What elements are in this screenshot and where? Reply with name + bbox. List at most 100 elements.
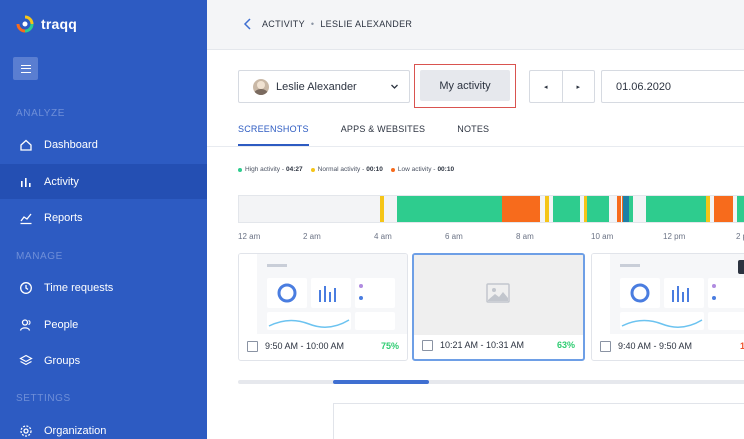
gear-icon bbox=[19, 424, 33, 438]
screenshot-activity-percent: 75% bbox=[380, 341, 399, 351]
screenshot-footer: 10:21 AM - 10:31 AM 63% bbox=[414, 331, 583, 359]
sidebar: traqq ANALYZE Dashboard Activity Reports… bbox=[0, 0, 207, 439]
sidebar-item-label: Dashboard bbox=[44, 138, 98, 151]
timeline-segment[interactable] bbox=[587, 196, 609, 222]
back-arrow-icon[interactable] bbox=[243, 18, 253, 30]
sidebar-item-label: Groups bbox=[44, 354, 81, 367]
menu-toggle-button[interactable] bbox=[13, 57, 38, 80]
reports-icon bbox=[19, 211, 33, 225]
timeline-tick: 8 am bbox=[516, 232, 534, 241]
breadcrumb-separator: • bbox=[310, 19, 315, 29]
screenshot-thumbnail[interactable] bbox=[414, 255, 583, 335]
screenshot-thumbnail[interactable] bbox=[239, 254, 407, 334]
screenshot-preview-panel bbox=[333, 403, 744, 439]
timeline-segment[interactable] bbox=[706, 196, 710, 222]
section-label-settings: SETTINGS bbox=[16, 393, 71, 404]
screenshot-footer: 9:40 AM - 9:50 AM 10 bbox=[592, 332, 744, 360]
legend-dot bbox=[238, 167, 242, 172]
screenshot-card[interactable]: 9:40 AM - 9:50 AM 10 bbox=[591, 253, 744, 361]
sidebar-item-organization[interactable]: Organization bbox=[0, 413, 207, 439]
timeline-segment[interactable] bbox=[584, 196, 588, 222]
timeline-tick: 2 pm bbox=[736, 232, 744, 241]
timeline-segment[interactable] bbox=[714, 196, 733, 222]
sidebar-item-label: People bbox=[44, 318, 79, 331]
activity-timeline[interactable] bbox=[238, 195, 744, 223]
timeline-segment[interactable] bbox=[553, 196, 580, 222]
screenshot-checkbox[interactable] bbox=[600, 340, 611, 352]
legend-value: 04:27 bbox=[286, 166, 303, 173]
top-bar: ACTIVITY • LESLIE ALEXANDER bbox=[207, 0, 744, 50]
tabs-divider bbox=[207, 146, 744, 147]
timeline-tick: 2 am bbox=[303, 232, 321, 241]
timeline-segment[interactable] bbox=[545, 196, 549, 222]
legend-dot bbox=[390, 167, 395, 172]
timeline-segment[interactable] bbox=[617, 196, 621, 222]
sidebar-item-label: Time requests bbox=[44, 281, 114, 294]
sidebar-item-dashboard[interactable]: Dashboard bbox=[0, 127, 207, 162]
timeline-segment[interactable] bbox=[397, 196, 502, 222]
dashboard-preview-image bbox=[239, 254, 407, 334]
sidebar-item-reports[interactable]: Reports bbox=[0, 200, 207, 235]
sidebar-item-groups[interactable]: Groups bbox=[0, 343, 207, 378]
tab-apps-websites[interactable]: APPS & WEBSITES bbox=[340, 124, 426, 134]
date-pager: ◂ ▸ bbox=[529, 70, 595, 103]
timeline-tick: 12 am bbox=[238, 232, 261, 241]
traqq-logo-icon bbox=[16, 15, 34, 33]
timeline-segment[interactable] bbox=[380, 196, 384, 222]
screenshot-checkbox[interactable] bbox=[422, 339, 433, 351]
tab-notes[interactable]: NOTES bbox=[457, 124, 490, 134]
timeline-segment[interactable] bbox=[737, 196, 744, 222]
timeline-tick: 6 am bbox=[445, 232, 463, 241]
legend-dot bbox=[310, 167, 315, 172]
my-activity-highlight: My activity bbox=[414, 64, 516, 108]
legend-label: High activity - bbox=[245, 166, 285, 173]
timeline-segment[interactable] bbox=[623, 196, 629, 222]
home-icon bbox=[19, 138, 33, 152]
screenshot-time: 9:40 AM - 9:50 AM bbox=[618, 341, 693, 351]
screenshot-time: 9:50 AM - 10:00 AM bbox=[265, 341, 345, 351]
legend-value: 00:10 bbox=[366, 166, 383, 173]
screenshot-thumbnail[interactable] bbox=[592, 254, 744, 334]
screenshot-activity-percent: 63% bbox=[556, 340, 575, 350]
sidebar-item-people[interactable]: People bbox=[0, 307, 207, 342]
logo[interactable]: traqq bbox=[16, 15, 77, 33]
screenshot-time: 10:21 AM - 10:31 AM bbox=[440, 340, 525, 350]
bar-chart-icon bbox=[19, 175, 33, 189]
legend-label: Low activity - bbox=[397, 166, 436, 173]
date-input[interactable]: 01.06.2020 bbox=[601, 70, 744, 103]
clock-icon bbox=[19, 281, 33, 295]
section-label-analyze: ANALYZE bbox=[16, 108, 66, 119]
screenshot-card-selected[interactable]: 10:21 AM - 10:31 AM 63% bbox=[412, 253, 585, 361]
hamburger-icon bbox=[20, 64, 31, 73]
activity-legend: High activity - 04:27 Normal activity - … bbox=[238, 166, 462, 173]
breadcrumb-current: LESLIE ALEXANDER bbox=[320, 19, 413, 29]
legend-high: High activity - 04:27 bbox=[238, 166, 303, 173]
sidebar-item-activity[interactable]: Activity bbox=[0, 164, 207, 199]
tab-screenshots[interactable]: SCREENSHOTS bbox=[238, 124, 309, 146]
next-day-button[interactable]: ▸ bbox=[576, 83, 580, 91]
timeline-segment[interactable] bbox=[502, 196, 540, 222]
timeline-segment[interactable] bbox=[646, 196, 706, 222]
people-icon bbox=[19, 318, 33, 332]
breadcrumb-parent[interactable]: ACTIVITY bbox=[262, 19, 305, 29]
timeline-segment[interactable] bbox=[629, 196, 633, 222]
previous-day-button[interactable]: ◂ bbox=[530, 71, 563, 102]
legend-low: Low activity - 00:10 bbox=[390, 166, 454, 173]
screenshot-checkbox[interactable] bbox=[247, 340, 258, 352]
screenshot-footer: 9:50 AM - 10:00 AM 75% bbox=[239, 332, 407, 360]
user-select[interactable]: Leslie Alexander bbox=[238, 70, 410, 103]
user-select-value: Leslie Alexander bbox=[276, 80, 357, 93]
timeline-tick: 4 am bbox=[374, 232, 392, 241]
my-activity-button[interactable]: My activity bbox=[420, 70, 510, 101]
screenshot-card[interactable]: 9:50 AM - 10:00 AM 75% bbox=[238, 253, 408, 361]
sidebar-item-time-requests[interactable]: Time requests bbox=[0, 270, 207, 305]
sidebar-item-label: Organization bbox=[44, 424, 107, 437]
breadcrumb: ACTIVITY • LESLIE ALEXANDER bbox=[243, 18, 412, 30]
layers-icon bbox=[19, 354, 33, 368]
dashboard-preview-image bbox=[592, 254, 744, 334]
avatar bbox=[253, 78, 269, 95]
timeline-tick: 10 am bbox=[591, 232, 614, 241]
horizontal-scrollbar[interactable] bbox=[238, 380, 744, 384]
scrollbar-thumb[interactable] bbox=[333, 380, 429, 384]
legend-normal: Normal activity - 00:10 bbox=[310, 166, 383, 173]
